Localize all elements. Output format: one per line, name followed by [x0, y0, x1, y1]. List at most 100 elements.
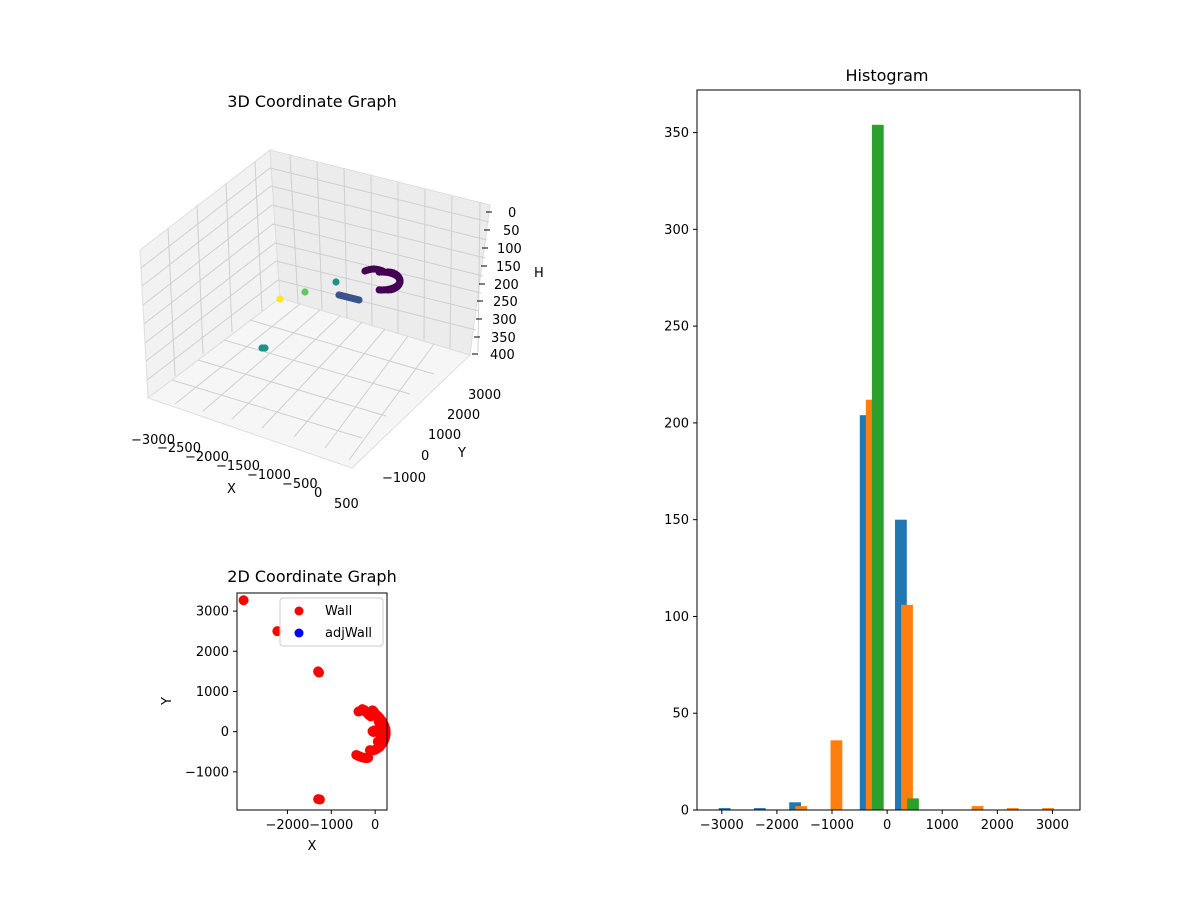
scatter2d-point [314, 794, 325, 805]
histogram-xtick-label: 1000 [926, 818, 959, 833]
yaxis3d-label: Y [457, 446, 466, 461]
scatter3d-point [276, 295, 284, 303]
histogram-panel: Histogram −3000 −2000 −1000 0 1000 2000 3000 0 5… [664, 66, 1081, 833]
histogram-xtick-label: −1000 [810, 818, 854, 833]
histogram-ytick-label: 0 [681, 804, 689, 819]
scatter2d-point [363, 752, 374, 763]
xtick3d-4: −1000 [247, 468, 291, 483]
ytick3d-1: 0 [421, 449, 429, 464]
scatter2d-point [372, 736, 383, 747]
legend-box [279, 597, 384, 647]
histogram-ytick-label: 300 [664, 223, 689, 238]
xtick3d-2: −2000 [185, 450, 229, 465]
histogram-xtick-label: −2000 [755, 818, 799, 833]
scatter2d-title: 2D Coordinate Graph [227, 567, 396, 586]
xtick3d-5: −500 [282, 477, 318, 492]
histogram-bar [907, 798, 919, 810]
xtick3d-7: 500 [334, 497, 359, 512]
histogram-bar [895, 519, 907, 810]
legend: Wall adjWall [279, 597, 384, 647]
scatter3d-points [258, 265, 404, 352]
histogram-bar [971, 806, 984, 810]
ytick3d-3: 2000 [447, 408, 480, 423]
scatter2d-ytick-label: 0 [221, 725, 229, 740]
scatter3d-panel: 3D Coordinate Graph [131, 92, 544, 512]
histogram-bar [901, 604, 913, 810]
histogram-bar [718, 808, 731, 810]
legend-label-adjwall: adjWall [325, 626, 372, 641]
scatter2d-xtick-label: −2000 [265, 818, 309, 833]
ztick-8: 400 [490, 348, 515, 363]
xaxis3d-label: X [227, 482, 236, 497]
histogram-ytick-label: 200 [664, 416, 689, 431]
xtick3d-0: −3000 [131, 433, 175, 448]
scatter2d-xtick-label: −1000 [309, 818, 353, 833]
zaxis-label: H [534, 266, 544, 281]
scatter2d-point [376, 726, 387, 737]
histogram-ytick-label: 150 [664, 513, 689, 528]
xtick3d-1: −2500 [157, 441, 201, 456]
scatter3d-title: 3D Coordinate Graph [227, 92, 396, 111]
scatter2d-panel: 2D Coordinate Graph −2000 −1000 0−10000100… [160, 567, 397, 854]
histogram-bar [859, 415, 872, 810]
histogram-bar [830, 740, 843, 810]
histogram-ytick-label: 50 [672, 707, 689, 722]
histogram-ytick-label: 100 [664, 610, 689, 625]
scatter2d-ytick-label: 1000 [196, 685, 229, 700]
histogram-xtick-label: 0 [883, 818, 891, 833]
histogram-bar [789, 802, 801, 810]
scatter2d-frame [236, 592, 388, 811]
ztick-6: 300 [492, 313, 517, 328]
ytick3d-2: 1000 [428, 428, 461, 443]
ytick3d-4: 3000 [468, 388, 501, 403]
ztick-7: 350 [491, 331, 516, 346]
scatter3d-point [384, 286, 392, 294]
scatter2d-ylabel: Y [160, 697, 175, 706]
histogram-bar [1006, 808, 1019, 810]
scatter3d-point [332, 278, 340, 286]
scatter2d-xtick-label: 0 [371, 818, 379, 833]
legend-marker-adjwall [294, 628, 304, 638]
histogram-xtick-label: 3000 [1036, 818, 1069, 833]
scatter2d-point [314, 667, 325, 678]
ytick3d-0: −1000 [382, 471, 426, 486]
ztick-1: 50 [503, 224, 520, 239]
histogram-frame [696, 89, 1081, 811]
ztick-3: 150 [496, 260, 521, 275]
scatter2d-ytick-label: 2000 [196, 645, 229, 660]
pane-floor [146, 297, 471, 469]
xtick3d-6: 0 [314, 486, 322, 501]
histogram-layer: −3000 −2000 −1000 0 1000 2000 3000 0 50 100 150 200… [664, 124, 1069, 833]
scatter2d-ytick-label: −1000 [185, 765, 229, 780]
histogram-xtick-label: −3000 [700, 818, 744, 833]
scatter2d-point [238, 595, 249, 606]
histogram-title: Histogram [846, 66, 929, 85]
scatter3d-point [379, 267, 387, 275]
ticks-3d [472, 211, 492, 355]
histogram-ytick-label: 250 [664, 320, 689, 335]
legend-label-wall: Wall [325, 604, 352, 619]
scatter3d-point [355, 296, 363, 304]
histogram-bar [753, 808, 766, 810]
histogram-bar [1042, 808, 1054, 810]
scatter3d-point [261, 344, 269, 352]
histogram-bar [865, 399, 878, 810]
scatter2d-xlabel: X [308, 839, 317, 854]
grid-3d [140, 154, 490, 461]
xtick3d-3: −1500 [216, 459, 260, 474]
ztick-0: 0 [508, 206, 516, 221]
scatter2d-point [373, 716, 384, 727]
histogram-ytick-label: 350 [664, 126, 689, 141]
ztick-5: 250 [493, 295, 518, 310]
histogram-bar [795, 806, 808, 810]
legend-marker-wall [294, 606, 304, 616]
ztick-4: 200 [494, 278, 519, 293]
histogram-xtick-label: 2000 [981, 818, 1014, 833]
scatter2d-ytick-label: 3000 [196, 605, 229, 620]
histogram-bar [871, 124, 884, 811]
scatter3d-point [301, 288, 309, 296]
ztick-2: 100 [497, 242, 522, 257]
scatter2d-point [364, 745, 375, 756]
